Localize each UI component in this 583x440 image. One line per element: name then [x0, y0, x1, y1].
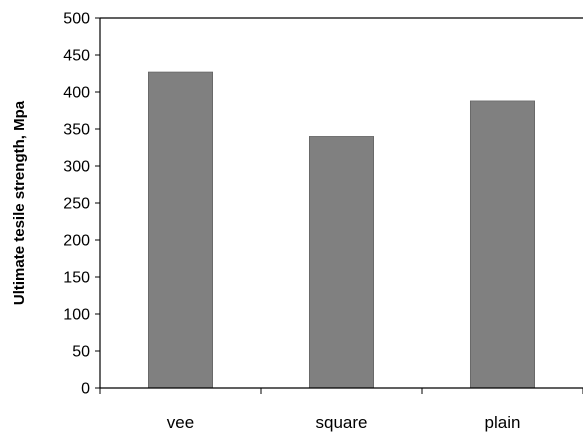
- y-tick-label: 400: [63, 85, 90, 102]
- x-category-label-plain: plain: [485, 413, 521, 432]
- y-tick-label: 100: [63, 307, 90, 324]
- bar-plain: [469, 100, 535, 389]
- y-tick-label: 50: [72, 344, 90, 361]
- x-category-label-square: square: [316, 413, 368, 432]
- y-axis-title: Ultimate tesile strength, Mpa: [11, 100, 28, 305]
- bar-square: [308, 136, 374, 389]
- y-tick-label: 0: [81, 381, 90, 398]
- y-tick-label: 200: [63, 233, 90, 250]
- y-tick-label: 300: [63, 159, 90, 176]
- bar-vee: [148, 71, 214, 389]
- y-tick-label: 450: [63, 48, 90, 65]
- x-category-label-vee: vee: [167, 413, 194, 432]
- x-labels-group: vee square plain: [167, 413, 521, 432]
- bars-group: [148, 71, 535, 389]
- y-tick-label: 150: [63, 270, 90, 287]
- y-ticks-group: 0 50 100 150 200 250 300 350 400 450 500: [63, 11, 100, 398]
- y-tick-label: 250: [63, 196, 90, 213]
- y-tick-label: 500: [63, 11, 90, 28]
- y-tick-label: 350: [63, 122, 90, 139]
